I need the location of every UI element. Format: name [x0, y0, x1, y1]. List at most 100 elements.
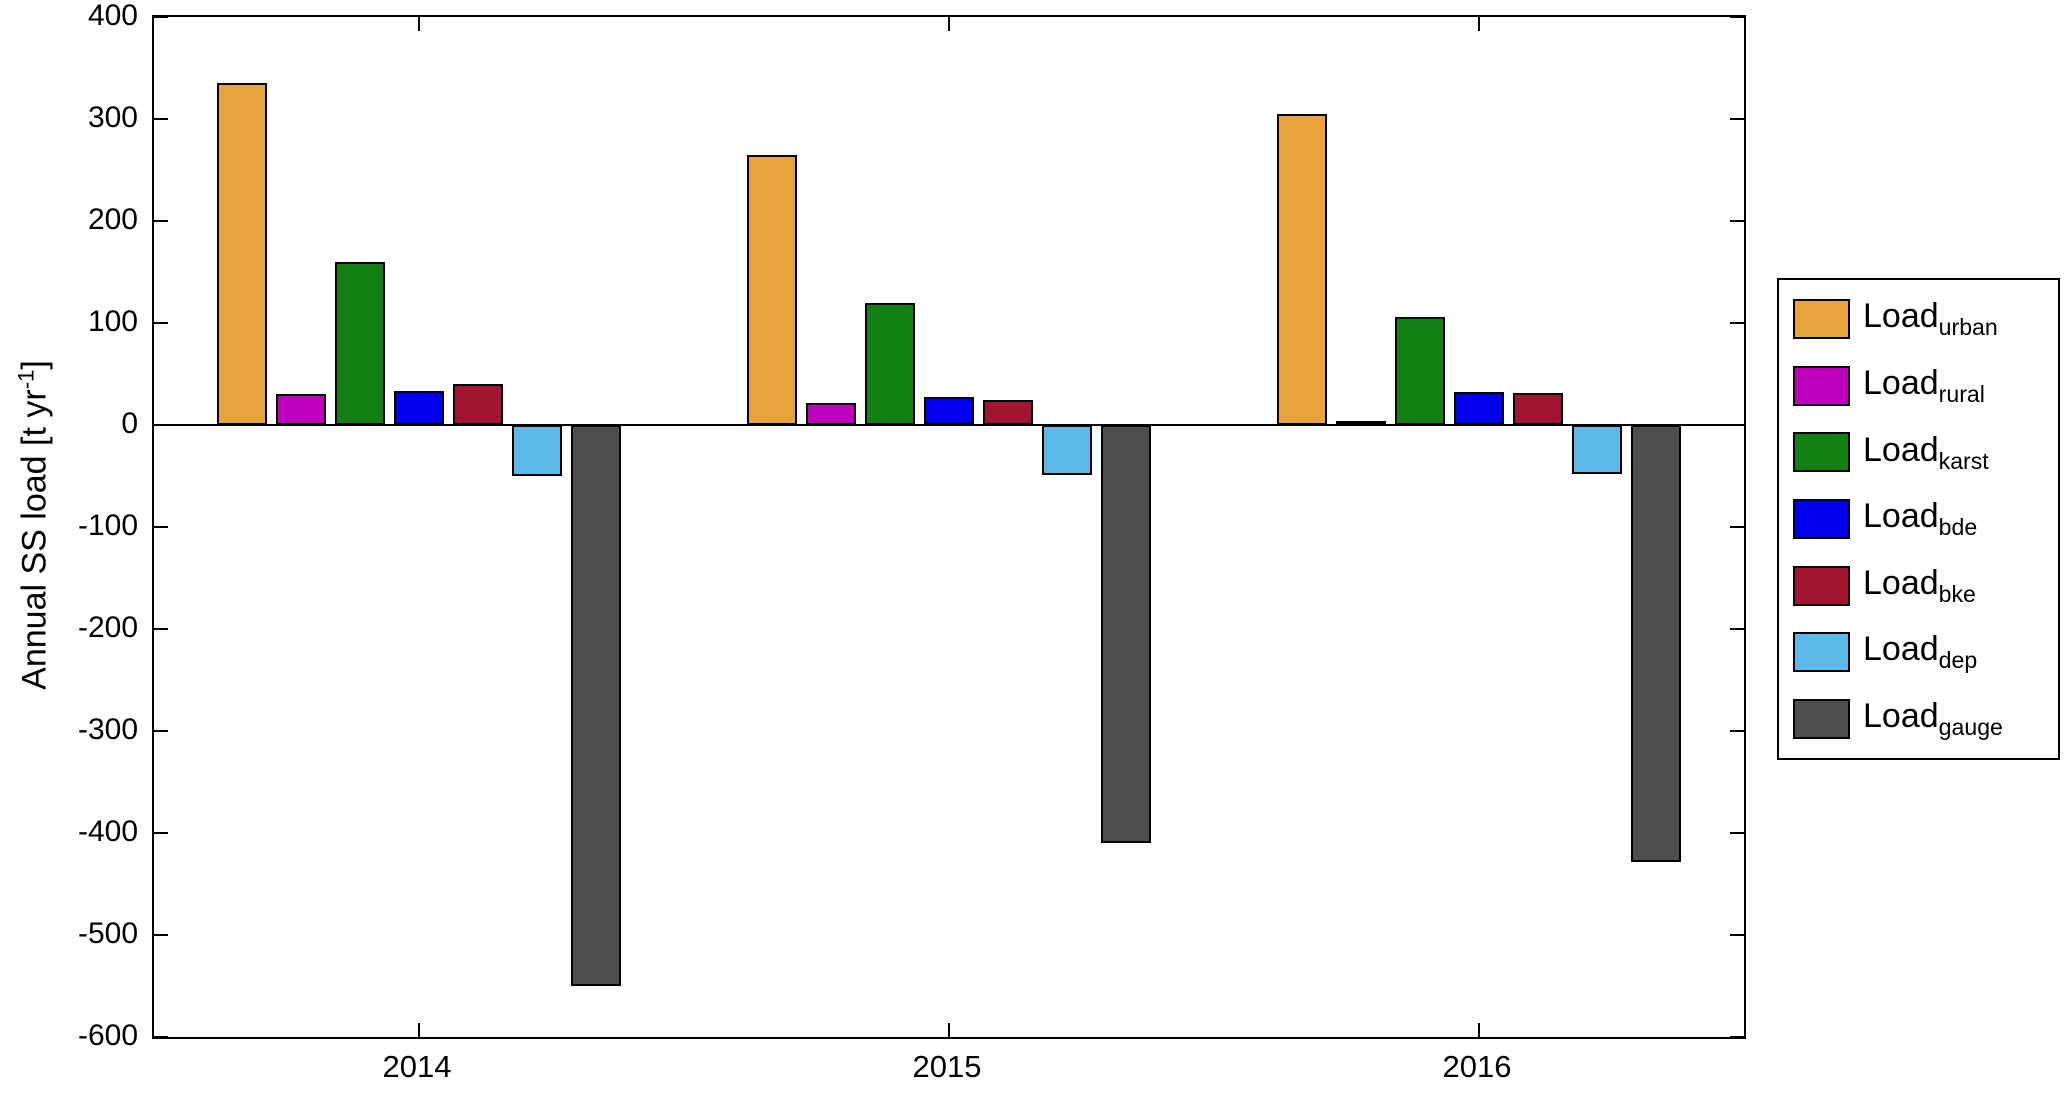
legend-swatch-bke [1793, 565, 1850, 606]
legend-label-main: Load [1863, 563, 1939, 602]
y-tick-mark-right [1730, 16, 1744, 18]
bar-rural-2014 [276, 394, 326, 425]
y-tick-mark-right [1730, 220, 1744, 222]
legend-label-karst: Loadkarst [1863, 431, 1989, 475]
legend-swatch-rural [1793, 365, 1850, 406]
plot-area [152, 15, 1746, 1039]
y-tick-mark-left [154, 1036, 168, 1038]
legend: Loadurban Loadrural Loadkarst Loadbde Loadbk… [1777, 278, 2060, 760]
bar-bde-2016 [1454, 392, 1504, 425]
y-tick-label: 300 [87, 101, 138, 134]
y-tick-mark-right [1730, 1036, 1744, 1038]
legend-label-bde: Loadbde [1863, 497, 1977, 541]
legend-label-main: Load [1863, 630, 1939, 669]
bar-bde-2014 [394, 391, 444, 425]
y-tick-label: -300 [77, 713, 138, 746]
bar-bke-2015 [983, 399, 1033, 425]
y-tick-mark-left [154, 16, 168, 18]
bar-urban-2014 [217, 83, 267, 425]
legend-entry-bde: Loadbde [1793, 497, 2058, 541]
legend-swatch-bde [1793, 498, 1850, 539]
legend-entry-rural: Loadrural [1793, 364, 2058, 408]
legend-label-rural: Loadrural [1863, 364, 1985, 408]
y-tick-label: 0 [121, 407, 138, 440]
legend-label-main: Load [1863, 696, 1939, 735]
x-tick-mark-bottom [1478, 1023, 1480, 1037]
x-tick-mark-top [418, 17, 420, 31]
y-tick-mark-right [1730, 730, 1744, 732]
bar-dep-2016 [1572, 425, 1622, 474]
legend-label-subscript: bde [1938, 513, 1978, 540]
bar-bke-2014 [453, 384, 503, 425]
bar-gauge-2016 [1631, 425, 1681, 862]
y-tick-label: 100 [87, 305, 138, 338]
legend-swatch-gauge [1793, 698, 1850, 739]
y-tick-label: -200 [77, 611, 138, 644]
y-tick-mark-right [1730, 118, 1744, 120]
y-tick-mark-right [1730, 832, 1744, 834]
legend-label-main: Load [1863, 497, 1939, 536]
bar-dep-2015 [1042, 425, 1092, 475]
y-tick-label: 400 [87, 0, 138, 32]
legend-entry-dep: Loaddep [1793, 630, 2058, 674]
bar-bke-2016 [1513, 393, 1563, 425]
x-tick-label-2014: 2014 [382, 1049, 452, 1084]
legend-label-subscript: rural [1938, 380, 1985, 407]
y-tick-label: -600 [77, 1019, 138, 1052]
y-axis-label-bracket: ] [15, 360, 54, 370]
legend-label-main: Load [1863, 430, 1939, 469]
x-tick-mark-top [948, 17, 950, 31]
legend-entry-urban: Loadurban [1793, 297, 2058, 341]
bar-rural-2015 [806, 402, 856, 425]
legend-entry-gauge: Loadgauge [1793, 697, 2058, 741]
y-tick-mark-right [1730, 322, 1744, 324]
y-axis-label-superscript: -1 [13, 369, 39, 390]
legend-label-subscript: karst [1938, 447, 1989, 474]
legend-label-dep: Loaddep [1863, 630, 1977, 674]
y-tick-mark-left [154, 322, 168, 324]
legend-label-gauge: Loadgauge [1863, 697, 2003, 741]
bar-bde-2015 [924, 397, 974, 425]
legend-entry-karst: Loadkarst [1793, 431, 2058, 475]
legend-label-subscript: bke [1938, 580, 1976, 607]
y-tick-label: -400 [77, 815, 138, 848]
y-tick-mark-left [154, 526, 168, 528]
y-tick-label: -100 [77, 509, 138, 542]
x-tick-label-2016: 2016 [1442, 1049, 1512, 1084]
bar-urban-2016 [1277, 113, 1327, 425]
y-tick-mark-right [1730, 526, 1744, 528]
bar-karst-2016 [1395, 316, 1445, 425]
legend-label-main: Load [1863, 363, 1939, 402]
legend-swatch-karst [1793, 432, 1850, 473]
x-tick-mark-bottom [948, 1023, 950, 1037]
x-tick-label-2015: 2015 [912, 1049, 982, 1084]
bar-dep-2014 [512, 425, 562, 476]
y-tick-mark-left [154, 118, 168, 120]
bar-karst-2015 [865, 302, 915, 425]
y-tick-mark-left [154, 730, 168, 732]
bar-gauge-2014 [571, 425, 621, 986]
legend-label-subscript: gauge [1938, 713, 2003, 740]
legend-label-urban: Loadurban [1863, 297, 1998, 341]
bar-karst-2014 [335, 261, 385, 425]
y-tick-label: -500 [77, 917, 138, 950]
x-tick-mark-top [1478, 17, 1480, 31]
y-tick-mark-left [154, 424, 168, 426]
y-tick-mark-left [154, 832, 168, 834]
zero-baseline [154, 424, 1744, 426]
y-tick-mark-left [154, 934, 168, 936]
bar-gauge-2015 [1101, 425, 1151, 844]
x-tick-mark-bottom [418, 1023, 420, 1037]
legend-entry-bke: Loadbke [1793, 564, 2058, 608]
y-tick-mark-left [154, 220, 168, 222]
y-tick-mark-right [1730, 934, 1744, 936]
bar-rural-2016 [1336, 420, 1386, 425]
legend-label-main: Load [1863, 297, 1939, 336]
legend-label-subscript: urban [1938, 314, 1998, 341]
legend-label-subscript: dep [1938, 646, 1978, 673]
y-tick-mark-right [1730, 424, 1744, 426]
legend-label-bke: Loadbke [1863, 564, 1976, 608]
y-tick-mark-right [1730, 628, 1744, 630]
bar-urban-2015 [747, 154, 797, 425]
